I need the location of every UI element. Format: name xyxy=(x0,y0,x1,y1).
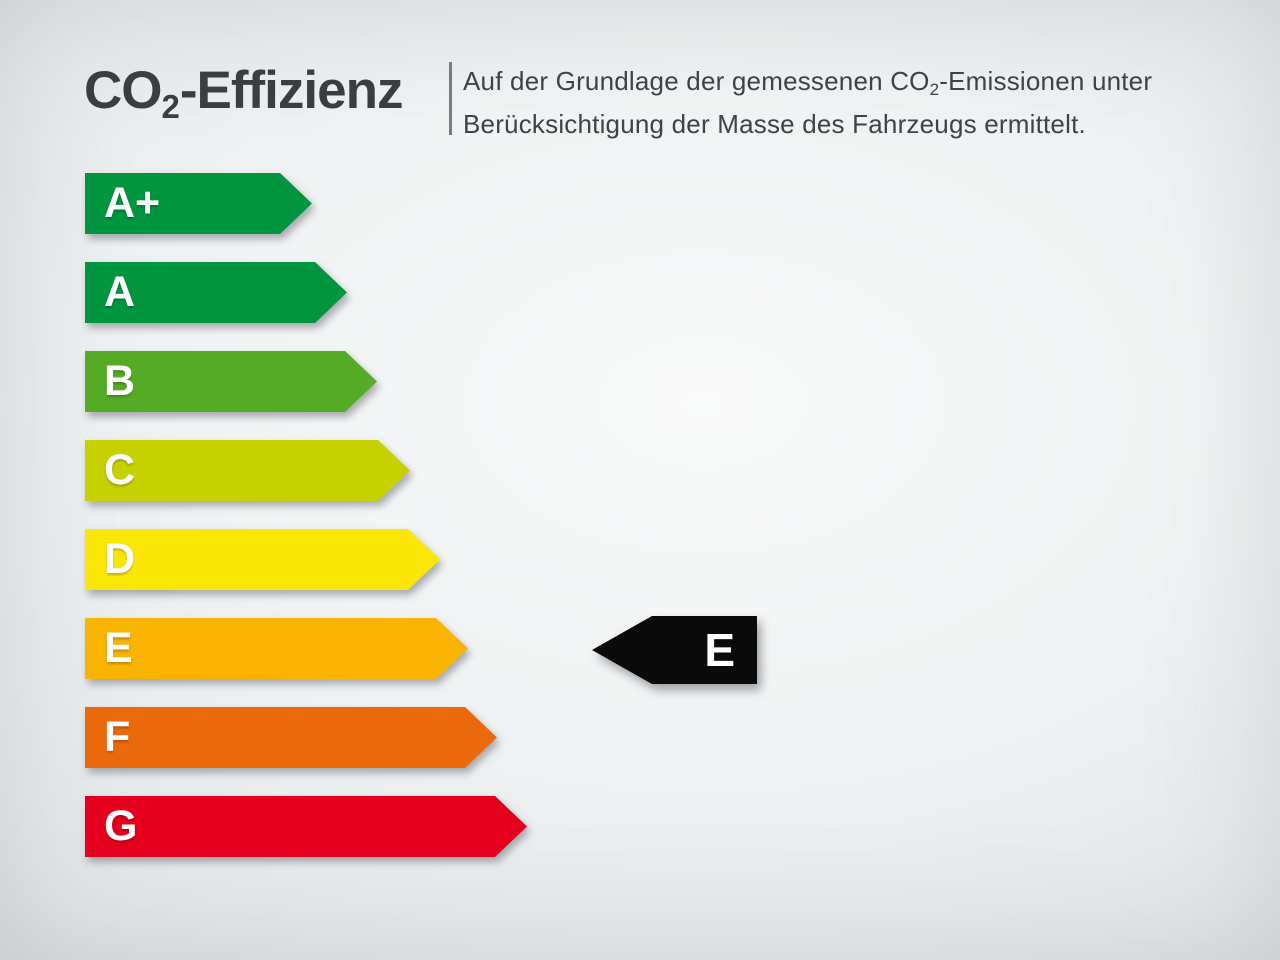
subtitle-line1-pre: Auf der Grundlage der gemessenen CO xyxy=(463,66,930,96)
rating-letter: A+ xyxy=(104,179,161,227)
rating-bar-a-plus: A+ xyxy=(85,173,312,234)
subtitle-line1: Auf der Grundlage der gemessenen CO2-Emi… xyxy=(463,66,1153,99)
rating-bar-shape: C xyxy=(85,440,410,501)
subtitle-line2: Berücksichtigung der Masse des Fahrzeugs… xyxy=(463,109,1086,139)
header-divider xyxy=(449,62,452,135)
rating-bar-e: E xyxy=(85,618,468,679)
vehicle-rating-marker: E xyxy=(592,616,757,684)
rating-bar-shape: A+ xyxy=(85,173,312,234)
title-co: CO xyxy=(84,61,162,120)
rating-bar-shape: G xyxy=(85,796,527,857)
subtitle-text: Auf der Grundlage der gemessenen CO2-Emi… xyxy=(463,64,1152,141)
rating-bar-shape: A xyxy=(85,262,347,323)
rating-bar-f: F xyxy=(85,707,497,768)
rating-bar-shape: B xyxy=(85,351,377,412)
page-title: CO2-Effizienz xyxy=(84,60,404,126)
rating-letter: A xyxy=(104,268,136,316)
title-rest: -Effizienz xyxy=(179,61,404,120)
subtitle-subscript-2: 2 xyxy=(929,80,940,99)
rating-letter: E xyxy=(104,624,133,672)
title-subscript-2: 2 xyxy=(161,88,180,125)
rating-bar-c: C xyxy=(85,440,410,501)
rating-letter: C xyxy=(104,446,136,494)
marker-rating-letter: E xyxy=(704,624,735,676)
rating-letter: G xyxy=(104,802,138,850)
rating-bar-a: A xyxy=(85,262,347,323)
marker-arrow-left: E xyxy=(592,616,757,684)
rating-bar-shape: E xyxy=(85,618,468,679)
rating-letter: F xyxy=(104,713,131,761)
rating-bar-shape: D xyxy=(85,529,440,590)
rating-bar-g: G xyxy=(85,796,527,857)
rating-bar-shape: F xyxy=(85,707,497,768)
rating-bar-d: D xyxy=(85,529,440,590)
rating-letter: B xyxy=(104,357,136,405)
rating-bar-b: B xyxy=(85,351,377,412)
rating-letter: D xyxy=(104,535,136,583)
subtitle-line1-post: -Emissionen unter xyxy=(939,66,1153,96)
